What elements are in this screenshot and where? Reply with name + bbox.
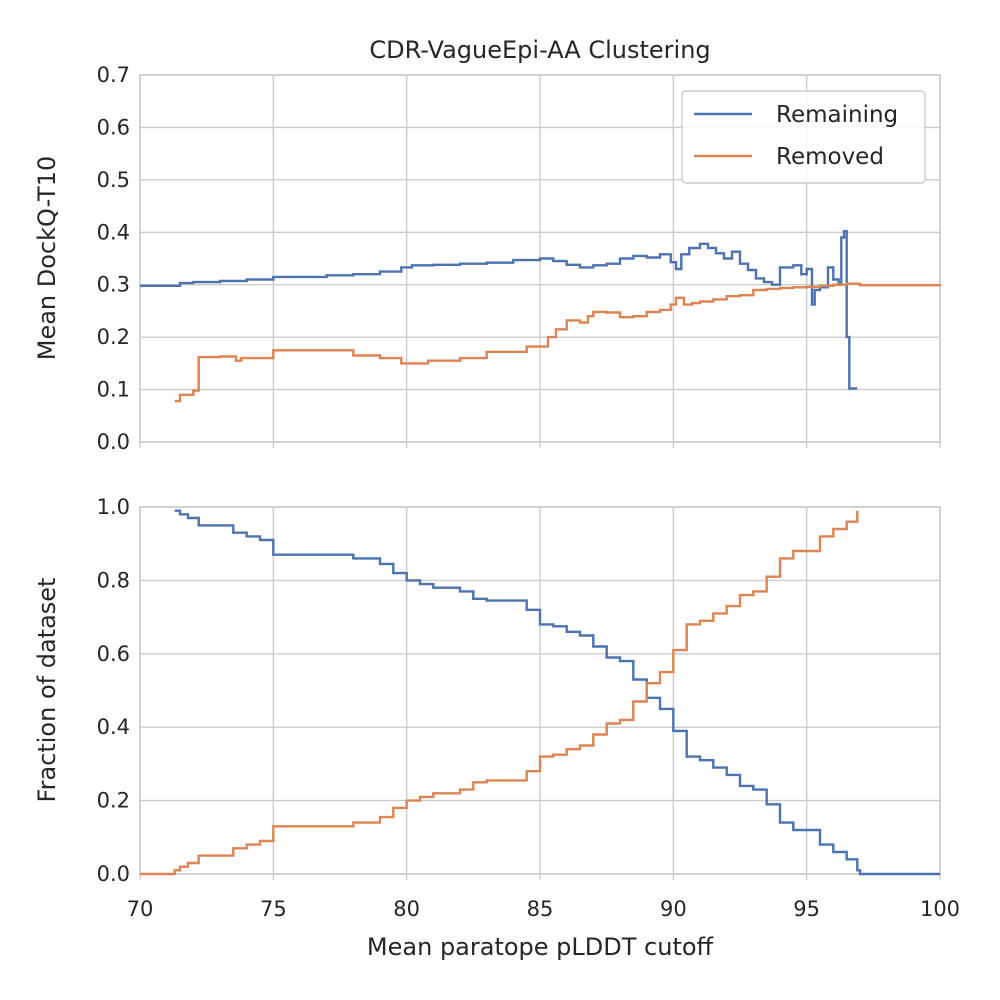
bottom-x-tick-label: 70 bbox=[127, 897, 154, 921]
legend-label-removed: Removed bbox=[776, 144, 884, 170]
bottom-y-tick-label: 0.4 bbox=[97, 715, 130, 739]
bottom-y-tick-label: 0.0 bbox=[97, 862, 130, 886]
top-y-tick-label: 0.3 bbox=[97, 273, 130, 297]
legend-label-remaining: Remaining bbox=[776, 102, 898, 128]
top-y-tick-label: 0.7 bbox=[97, 63, 130, 87]
bottom-x-tick-label: 90 bbox=[660, 897, 687, 921]
bottom-y-tick-label: 0.6 bbox=[97, 642, 130, 666]
bottom-panel: 0.0 0.2 0.4 0.6 0.8 1.0 70 75 80 85 90 95 100 bbox=[97, 495, 960, 921]
bottom-x-tick-label: 95 bbox=[793, 897, 820, 921]
top-y-tick-label: 0.5 bbox=[97, 168, 130, 192]
bottom-y-axis-label: Fraction of dataset bbox=[33, 578, 61, 803]
top-y-tick-label: 0.1 bbox=[97, 378, 130, 402]
bottom-y-tick-label: 0.8 bbox=[97, 568, 130, 592]
bottom-x-tick-label: 80 bbox=[393, 897, 420, 921]
top-series-remaining-line bbox=[140, 230, 858, 390]
bottom-x-tick-label: 85 bbox=[527, 897, 554, 921]
bottom-series-removed-line bbox=[140, 510, 859, 876]
legend: Remaining Removed bbox=[681, 90, 926, 184]
top-y-axis-label: Mean DockQ-T10 bbox=[33, 156, 61, 361]
bottom-x-tick-label: 75 bbox=[260, 897, 287, 921]
top-series-removed-line bbox=[174, 282, 942, 403]
bottom-y-tick-label: 1.0 bbox=[97, 495, 130, 519]
top-y-tick-label: 0.2 bbox=[97, 325, 130, 349]
chart-title: CDR-VagueEpi-AA Clustering bbox=[369, 36, 710, 64]
top-y-tick-label: 0.0 bbox=[97, 430, 130, 454]
bottom-series-remaining-line bbox=[174, 509, 940, 876]
x-axis-label: Mean paratope pLDDT cutoff bbox=[367, 933, 714, 961]
bottom-x-tick-label: 100 bbox=[920, 897, 960, 921]
bottom-y-tick-label: 0.2 bbox=[97, 789, 130, 813]
top-y-tick-label: 0.6 bbox=[97, 115, 130, 139]
top-y-tick-label: 0.4 bbox=[97, 220, 130, 244]
